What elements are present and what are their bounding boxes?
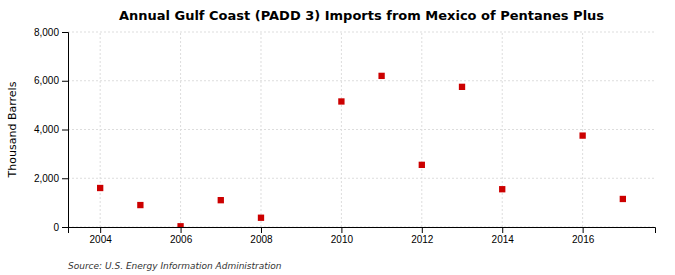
y-tick: 8,000 [34,27,68,38]
point [419,162,425,168]
x-tick-label: 2012 [411,234,434,245]
source: Source: U.S. Energy Information Administ… [68,261,282,271]
point [97,185,103,191]
y-tick-label: 4,000 [34,124,59,135]
x-tick-label: 2010 [331,234,354,245]
x-tick-mark [261,227,262,233]
y-grid-line [68,129,655,130]
y-tick-label: 2,000 [34,173,59,184]
x-axis-line [69,228,656,234]
x-tick: 2012 [411,227,434,245]
x-tick-mark [422,227,423,233]
x-grid-line [100,32,101,227]
x-tick: 2014 [492,227,515,245]
point [459,84,465,90]
point [620,196,626,202]
y-tick-mark [62,81,68,82]
x-tick-mark [181,227,182,233]
x-grid-line [502,32,503,227]
x-grid-line [180,32,181,227]
title: Annual Gulf Coast (PADD 3) Imports from … [119,8,604,23]
y-tick-label: 6,000 [34,75,59,86]
x-axis: 2004 2006 2008 2010 2012 2014 2016 [69,227,656,245]
point [177,223,183,227]
x-tick: 2010 [331,227,354,245]
y-axis-title: Thousand Barrels [6,81,19,178]
x-grid-line [341,32,342,227]
x-grid-line [260,32,261,227]
y-tick-mark [62,32,68,33]
x-tick-label: 2006 [170,234,193,245]
y-tick: 6,000 [34,75,68,86]
x-tick-label: 2004 [90,234,113,245]
x-tick-mark [341,227,342,233]
point [579,132,585,138]
x-tick: 2016 [572,227,595,245]
y-grid-line [68,178,655,179]
y-grid-line [68,32,655,33]
x-tick-mark [100,227,101,233]
y-axis: 0 2,000 4,000 6,000 8,000 [34,27,69,233]
y-tick-mark [62,227,68,228]
y-tick: 2,000 [34,173,68,184]
x-tick: 2004 [90,227,113,245]
y-tick-mark [62,130,68,131]
x-tick: 2006 [170,227,193,245]
x-tick-mark [583,227,584,233]
x-tick-label: 2014 [492,234,515,245]
chart-container: 2004 2006 2008 2010 2012 2014 2016 0 2,000 4,000 6… [0,0,675,275]
point [137,202,143,208]
point [378,73,384,79]
points [97,73,626,227]
grid [68,32,655,227]
x-tick: 2008 [250,227,273,245]
y-grid-line [68,80,655,81]
y-tick: 4,000 [34,124,68,135]
x-grid-line [421,32,422,227]
y-tick-label: 0 [53,222,59,233]
chart-svg: 2004 2006 2008 2010 2012 2014 2016 0 2,000 4,000 6… [0,0,675,275]
x-tick-label: 2008 [250,234,273,245]
point [218,197,224,203]
point [258,215,264,221]
y-tick: 0 [53,222,68,233]
y-tick-label: 8,000 [34,27,59,38]
x-tick-mark [502,227,503,233]
y-axis-line [62,33,69,228]
point [338,98,344,104]
y-tick-mark [62,178,68,179]
point [499,186,505,192]
x-grid-line [582,32,583,227]
x-tick-label: 2016 [572,234,595,245]
